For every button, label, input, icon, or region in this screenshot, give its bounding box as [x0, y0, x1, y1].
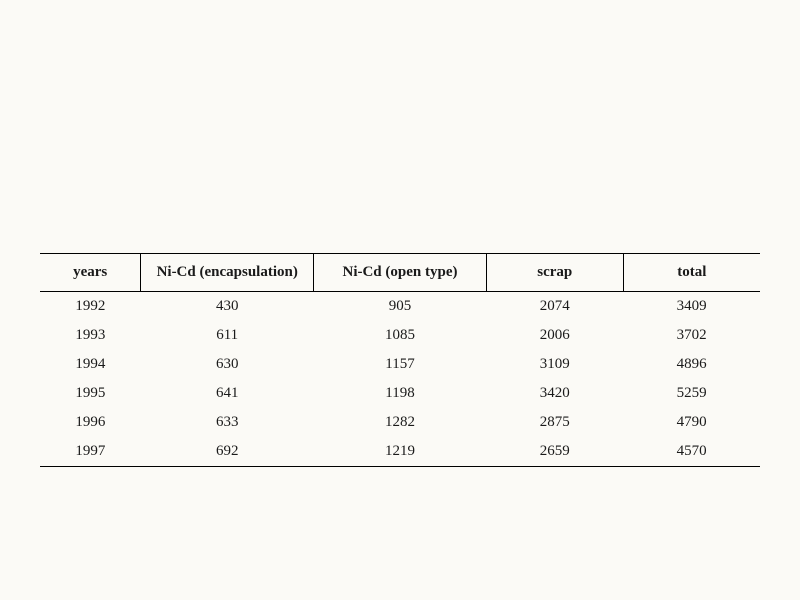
cell-encap: 611	[141, 321, 314, 350]
cell-scrap: 3109	[486, 350, 623, 379]
col-header-scrap: scrap	[486, 254, 623, 292]
cell-open: 1157	[314, 350, 487, 379]
cell-encap: 692	[141, 437, 314, 467]
col-header-encapsulation: Ni-Cd (encapsulation)	[141, 254, 314, 292]
cell-total: 5259	[623, 379, 760, 408]
cell-years: 1994	[40, 350, 141, 379]
table-row: 1994 630 1157 3109 4896	[40, 350, 760, 379]
cell-encap: 630	[141, 350, 314, 379]
cell-years: 1993	[40, 321, 141, 350]
cell-encap: 641	[141, 379, 314, 408]
cell-total: 4570	[623, 437, 760, 467]
cell-encap: 633	[141, 408, 314, 437]
cell-years: 1997	[40, 437, 141, 467]
col-header-total: total	[623, 254, 760, 292]
cell-total: 4790	[623, 408, 760, 437]
col-header-years: years	[40, 254, 141, 292]
cell-open: 1085	[314, 321, 487, 350]
cell-open: 1219	[314, 437, 487, 467]
cell-years: 1996	[40, 408, 141, 437]
table-row: 1996 633 1282 2875 4790	[40, 408, 760, 437]
table-row: 1992 430 905 2074 3409	[40, 292, 760, 322]
table-header-row: years Ni-Cd (encapsulation) Ni-Cd (open …	[40, 254, 760, 292]
cell-years: 1995	[40, 379, 141, 408]
cell-total: 3409	[623, 292, 760, 322]
cell-encap: 430	[141, 292, 314, 322]
cell-total: 3702	[623, 321, 760, 350]
cell-open: 1198	[314, 379, 487, 408]
cell-scrap: 2006	[486, 321, 623, 350]
cell-years: 1992	[40, 292, 141, 322]
table-row: 1993 611 1085 2006 3702	[40, 321, 760, 350]
cell-scrap: 3420	[486, 379, 623, 408]
table-row: 1997 692 1219 2659 4570	[40, 437, 760, 467]
data-table-container: years Ni-Cd (encapsulation) Ni-Cd (open …	[40, 253, 760, 467]
data-table: years Ni-Cd (encapsulation) Ni-Cd (open …	[40, 253, 760, 467]
cell-scrap: 2074	[486, 292, 623, 322]
cell-open: 1282	[314, 408, 487, 437]
cell-total: 4896	[623, 350, 760, 379]
table-row: 1995 641 1198 3420 5259	[40, 379, 760, 408]
cell-open: 905	[314, 292, 487, 322]
cell-scrap: 2875	[486, 408, 623, 437]
cell-scrap: 2659	[486, 437, 623, 467]
col-header-open-type: Ni-Cd (open type)	[314, 254, 487, 292]
